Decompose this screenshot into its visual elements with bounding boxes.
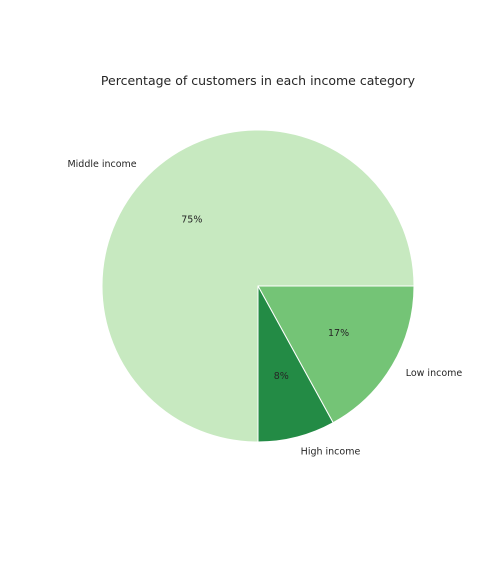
percent-label-high-income: 8%: [274, 371, 289, 382]
percent-label-low-income: 17%: [328, 328, 349, 339]
chart-title: Percentage of customers in each income c…: [101, 73, 416, 88]
percent-label-middle-income: 75%: [181, 214, 202, 225]
slice-label-low-income: Low income: [406, 368, 463, 379]
pie-slice-low-income: [257, 285, 415, 424]
pie-labels: Low income 17% High income 8% Middle income 7…: [67, 159, 462, 458]
slice-label-middle-income: Middle income: [67, 159, 136, 170]
pie-slices: [101, 129, 415, 443]
pie-slice-middle-income: [101, 129, 415, 443]
slice-label-high-income: High income: [301, 447, 361, 458]
